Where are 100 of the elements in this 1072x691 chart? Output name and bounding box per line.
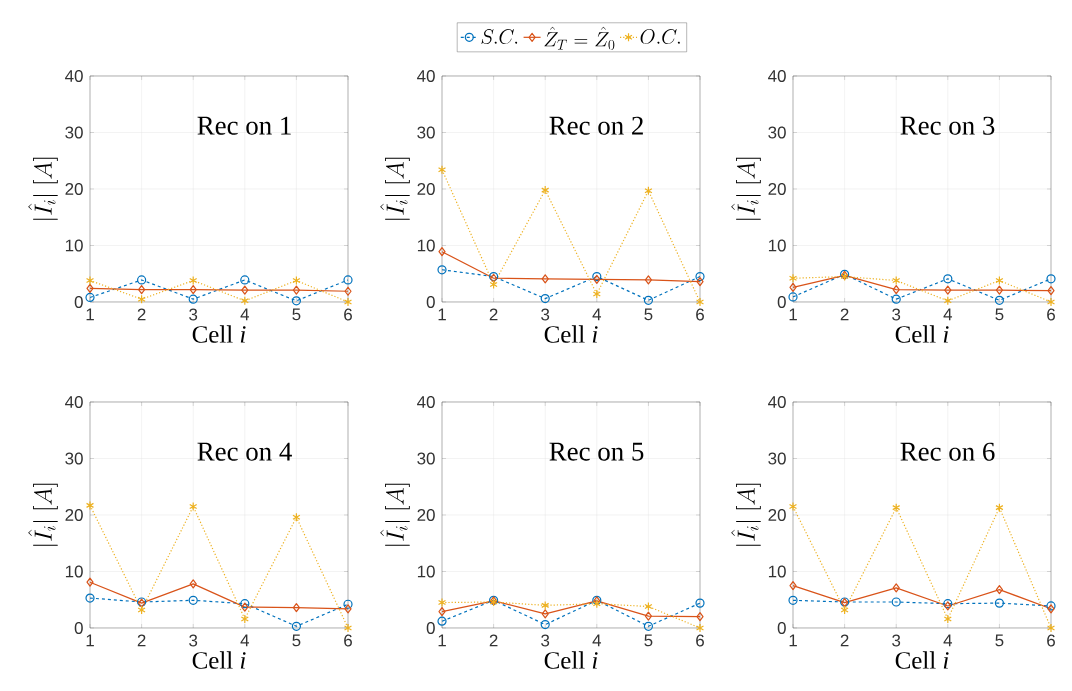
point <box>696 612 704 622</box>
point <box>138 284 146 295</box>
x-tick-label: 3 <box>189 634 198 647</box>
point <box>344 604 352 614</box>
y-tick-label: 20 <box>768 182 786 195</box>
point <box>137 275 147 285</box>
x-tick-label: 1 <box>86 634 94 647</box>
point <box>695 271 705 282</box>
y-tick-label: 20 <box>65 508 83 521</box>
point <box>540 620 550 630</box>
point <box>292 275 301 286</box>
x-tick-label: 5 <box>644 634 653 647</box>
x-tick-label: 3 <box>541 634 550 647</box>
y-axis-title: $|\hat{I}_i|\ [A]$ <box>380 157 410 220</box>
y-tick-label: 20 <box>768 508 786 521</box>
y-tick-label: 10 <box>417 239 435 252</box>
y-tick-label: 30 <box>417 452 435 465</box>
point <box>644 186 653 196</box>
point <box>995 584 1004 595</box>
point <box>541 609 549 619</box>
point <box>892 284 900 295</box>
y-axis-title: $|\hat{I}_i|\ [A]$ <box>28 483 58 546</box>
x-tick-label: 2 <box>840 634 849 647</box>
y-tick-label: 10 <box>768 565 786 578</box>
point <box>438 607 446 617</box>
x-axis-title: Cell i <box>544 651 598 669</box>
x-tick-label: 6 <box>1047 308 1055 321</box>
point <box>1046 297 1056 307</box>
point <box>188 595 198 605</box>
y-tick-label: 20 <box>65 182 83 195</box>
x-tick-label: 6 <box>696 634 704 647</box>
y-tick-label: 0 <box>74 295 83 308</box>
x-tick-label: 2 <box>137 308 146 321</box>
point <box>291 621 302 631</box>
point <box>343 275 353 285</box>
x-tick-label: 5 <box>292 634 301 647</box>
point <box>995 285 1004 295</box>
point <box>696 277 704 287</box>
point <box>592 289 601 299</box>
x-tick-label: 6 <box>1047 634 1055 647</box>
point <box>85 292 95 303</box>
point <box>292 512 301 522</box>
x-tick-label: 2 <box>489 634 498 647</box>
x-axis-title: Cell i <box>192 651 246 669</box>
point <box>892 583 900 593</box>
x-tick-label: 1 <box>438 634 446 647</box>
x-tick-label: 6 <box>344 634 352 647</box>
y-tick-label: 20 <box>417 508 435 521</box>
y-axis-title: $|\hat{I}_i|\ [A]$ <box>731 157 761 220</box>
point <box>189 275 198 286</box>
x-tick-label: 1 <box>86 308 94 321</box>
point <box>943 274 953 284</box>
x-tick-label: 5 <box>292 308 301 321</box>
point <box>541 185 550 195</box>
x-tick-label: 4 <box>592 634 602 647</box>
y-tick-label: 0 <box>74 621 83 634</box>
y-tick-label: 10 <box>65 239 83 252</box>
point <box>86 283 94 294</box>
y-tick-label: 40 <box>768 395 786 408</box>
point <box>240 614 249 624</box>
y-axis-title: $|\hat{I}_i|\ [A]$ <box>380 483 410 546</box>
x-axis-title: Cell i <box>544 325 598 343</box>
y-tick-label: 30 <box>65 126 83 139</box>
y-tick-label: 0 <box>777 295 786 308</box>
y-tick-label: 40 <box>65 69 83 82</box>
point <box>343 623 353 633</box>
y-tick-label: 10 <box>768 239 786 252</box>
x-tick-label: 4 <box>240 308 250 321</box>
y-tick-label: 40 <box>417 69 435 82</box>
x-tick-label: 3 <box>892 634 901 647</box>
point <box>1047 286 1055 296</box>
x-tick-label: 4 <box>943 308 953 321</box>
point <box>1046 623 1056 633</box>
x-tick-label: 2 <box>840 308 849 321</box>
x-tick-label: 4 <box>240 634 250 647</box>
point <box>85 500 95 510</box>
point <box>137 605 146 615</box>
point <box>1046 274 1056 284</box>
y-tick-label: 10 <box>65 565 83 578</box>
point <box>788 292 798 302</box>
point <box>437 597 447 608</box>
point <box>343 599 353 609</box>
point <box>541 274 549 284</box>
x-axis-title: Cell i <box>895 651 949 669</box>
point <box>489 279 498 290</box>
x-tick-label: 1 <box>789 308 797 321</box>
y-tick-label: 30 <box>417 126 435 139</box>
point <box>644 611 653 621</box>
point <box>292 603 301 613</box>
y-tick-label: 0 <box>426 621 435 634</box>
annotation: Rec on 5 <box>549 442 644 461</box>
legend-label: $O.C.$ <box>640 29 680 45</box>
point <box>540 294 550 304</box>
point <box>994 295 1005 305</box>
point <box>892 275 901 286</box>
point <box>240 275 250 285</box>
x-tick-label: 5 <box>644 308 653 321</box>
point <box>788 273 798 283</box>
x-tick-label: 1 <box>789 634 797 647</box>
point <box>695 598 705 608</box>
